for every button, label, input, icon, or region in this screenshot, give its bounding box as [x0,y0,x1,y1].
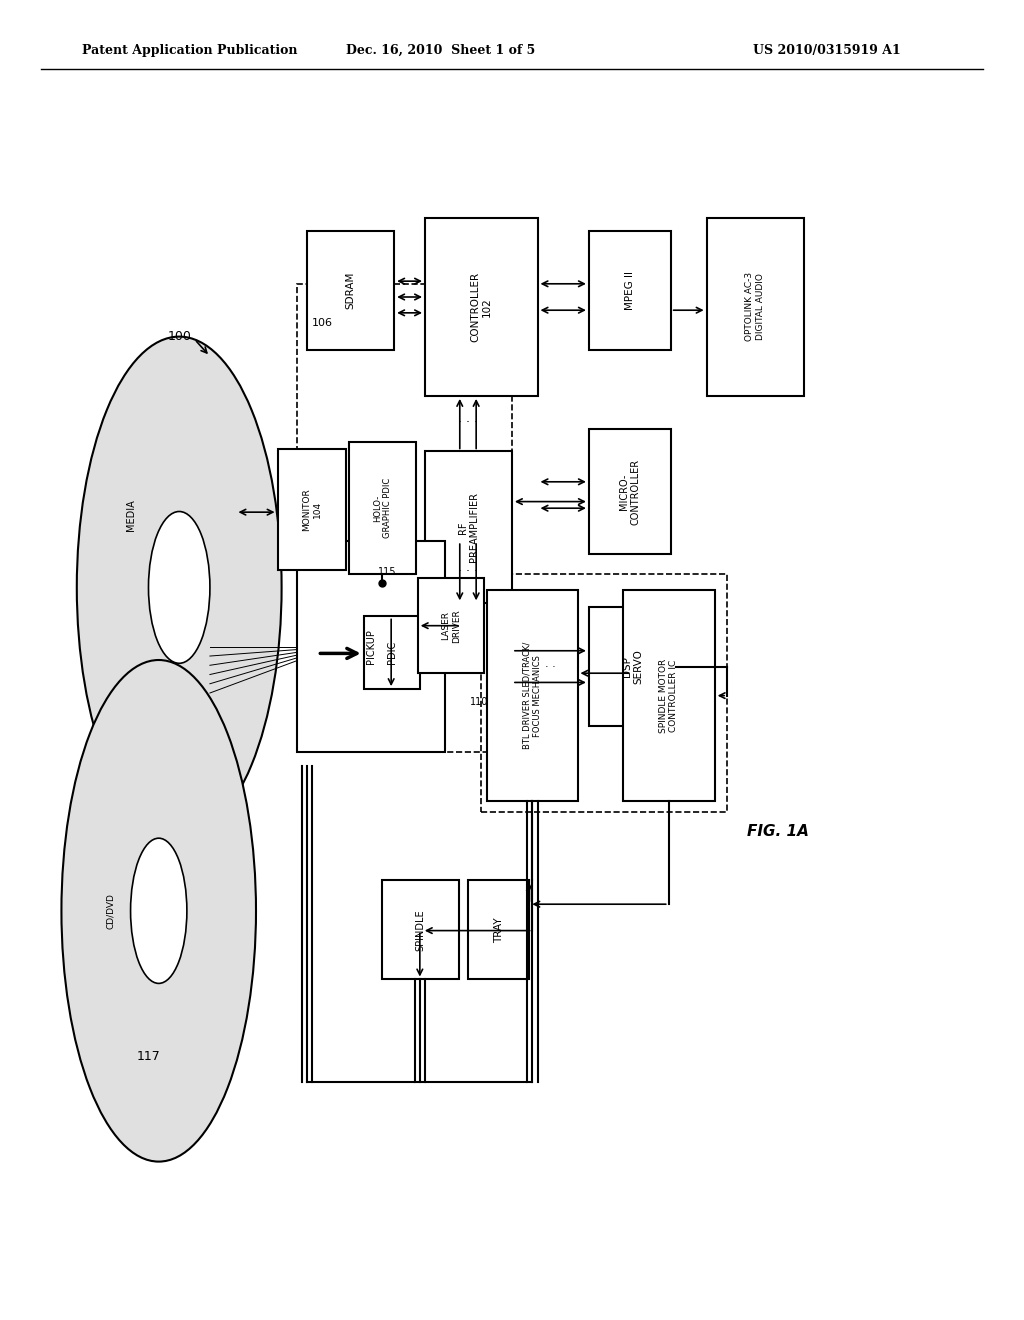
Bar [487,590,578,801]
Text: PICKUP: PICKUP [367,630,376,664]
Bar [297,284,512,752]
Text: · · ·: · · · [458,565,478,578]
Bar [418,578,484,673]
Bar [623,590,715,801]
Bar [349,442,416,574]
Text: US 2010/0315919 A1: US 2010/0315919 A1 [754,44,901,57]
Ellipse shape [77,337,282,838]
Bar [589,231,671,350]
Text: PDIC: PDIC [387,642,396,664]
Ellipse shape [148,511,210,663]
Bar [468,880,529,979]
Text: · · ·: · · · [458,416,478,429]
Bar [481,574,727,812]
Text: HOLO-
GRAPHIC PDIC: HOLO- GRAPHIC PDIC [373,478,392,539]
Bar [425,218,538,396]
Text: SPINDLE MOTOR
CONTROLLER IC: SPINDLE MOTOR CONTROLLER IC [659,659,678,733]
Text: CONTROLLER
102: CONTROLLER 102 [470,272,493,342]
Text: RF
PREAMPLIFIER: RF PREAMPLIFIER [458,492,479,562]
Text: OPTOLINK AC-3
DIGITAL AUDIO: OPTOLINK AC-3 DIGITAL AUDIO [745,272,765,342]
Text: Patent Application Publication: Patent Application Publication [82,44,297,57]
Text: FIG. 1A: FIG. 1A [748,824,809,840]
Text: CD/DVD: CD/DVD [106,892,115,929]
Bar [364,616,420,689]
Text: 106: 106 [312,318,333,329]
Text: MICRO-
CONTROLLER: MICRO- CONTROLLER [618,458,641,525]
Bar [589,607,676,726]
Bar [382,880,459,979]
Text: TRAY: TRAY [494,917,504,942]
Text: Dec. 16, 2010  Sheet 1 of 5: Dec. 16, 2010 Sheet 1 of 5 [346,44,535,57]
Text: 110: 110 [470,697,488,708]
Text: MONITOR
104: MONITOR 104 [302,488,322,531]
Bar [425,451,512,603]
Bar [307,231,394,350]
Ellipse shape [131,838,186,983]
Bar [589,429,671,554]
Ellipse shape [61,660,256,1162]
Text: 100: 100 [167,330,191,343]
Text: · ·: · · [545,661,555,672]
Text: SPINDLE: SPINDLE [416,909,425,950]
Text: SDRAM: SDRAM [346,272,355,309]
Text: 117: 117 [136,1049,161,1063]
Text: MEDIA: MEDIA [126,499,136,531]
Text: BTL DRIVER SLED/TRACK/
FOCUS MECHANICS: BTL DRIVER SLED/TRACK/ FOCUS MECHANICS [523,642,542,750]
Bar [707,218,804,396]
Text: DSP
SERVO: DSP SERVO [622,649,643,684]
Text: LASER
DRIVER: LASER DRIVER [441,609,461,643]
Text: MPEG II: MPEG II [625,271,635,310]
Bar [278,449,346,570]
Bar [297,541,445,752]
Text: 115: 115 [378,566,396,577]
